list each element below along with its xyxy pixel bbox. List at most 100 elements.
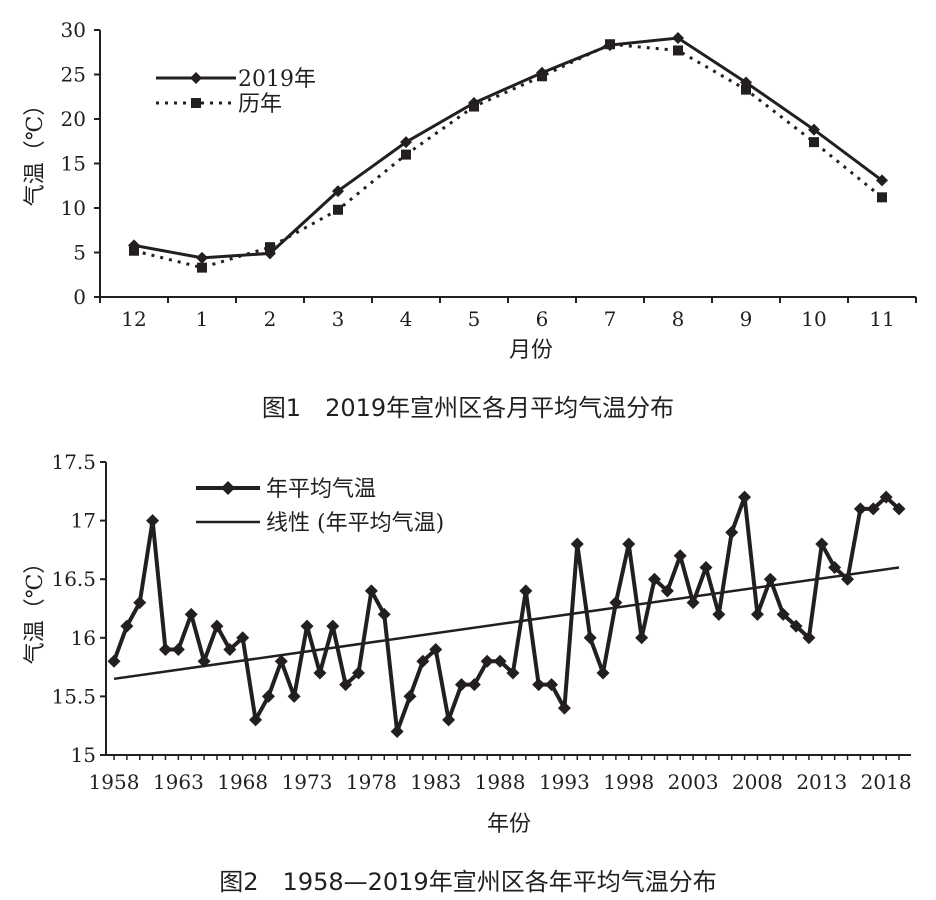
series-annual-point (647, 572, 661, 586)
series-annual-point (339, 678, 353, 692)
series-annual-point (287, 689, 301, 703)
chart1-x-tick-label: 4 (400, 307, 413, 331)
series-history-point (605, 39, 615, 50)
chart2-x-tick-label: 1968 (217, 770, 268, 794)
chart2-x-tick-label: 1998 (603, 770, 654, 794)
series-annual-point (519, 584, 533, 598)
chart1-x-ticks: 12 1 2 3 4 5 6 7 8 9 10 11 (99, 297, 917, 331)
chart2-x-tick-label: 1988 (475, 770, 526, 794)
chart2-x-tick-label: 1993 (539, 770, 590, 794)
series-history-point (129, 245, 139, 256)
series-history-point (537, 71, 547, 82)
series-history-point (265, 242, 275, 253)
series-annual-point (364, 584, 378, 598)
chart2-caption: 图2 1958—2019年宣州区各年平均气温分布 (219, 868, 716, 896)
chart1-x-axis-title: 月份 (509, 338, 553, 363)
series-history-point (741, 84, 751, 95)
series-annual-point (416, 654, 430, 668)
series-annual-point (738, 490, 752, 504)
chart1-legend: 2019年 历年 (156, 67, 316, 117)
chart2-x-tick-label: 2018 (861, 770, 912, 794)
series-annual-point (532, 678, 546, 692)
series-2019-point (332, 185, 344, 198)
series-annual-point (326, 619, 340, 633)
series-history-point (877, 192, 887, 203)
series-history-point (673, 45, 683, 56)
chart1-y-tick-label: 20 (61, 107, 86, 131)
series-annual-point (892, 502, 906, 516)
series-annual-point (725, 525, 739, 539)
chart1-x-tick-label: 1 (196, 307, 209, 331)
chart2-axes (105, 462, 911, 756)
chart1-x-tick-label: 9 (740, 307, 753, 331)
series-annual-point (583, 631, 597, 645)
legend-square-marker (191, 98, 201, 108)
series-annual-point (249, 713, 263, 727)
series-annual-point (635, 631, 649, 645)
chart2-x-tick-label: 1978 (346, 770, 397, 794)
chart2-y-axis-title: 气温（℃） (23, 552, 48, 665)
legend-annual-diamond-marker (221, 481, 235, 495)
series-annual-point (493, 654, 507, 668)
series-2019-point (196, 251, 208, 264)
series-annual-point (789, 619, 803, 633)
chart1-x-tick-label: 10 (801, 307, 826, 331)
series-2019-point (876, 174, 888, 187)
chart1-x-tick-label: 11 (869, 307, 894, 331)
chart1-x-tick-label: 5 (468, 307, 481, 331)
chart2-x-tick-label: 1983 (410, 770, 461, 794)
series-annual-point (841, 572, 855, 586)
series-annual-point (403, 689, 417, 703)
chart1-y-ticks: 0 5 10 15 20 25 30 (61, 18, 100, 309)
chart2-y-ticks: 15 15.5 16 16.5 17 17.5 (51, 450, 106, 767)
series-annual-point (171, 643, 185, 657)
chart1-y-tick-label: 15 (61, 152, 86, 176)
series-annual-point (442, 713, 456, 727)
series-annual-point (480, 654, 494, 668)
series-2019-point (672, 32, 684, 45)
chart1-y-tick-label: 25 (61, 63, 86, 87)
chart2-y-tick-label: 17 (71, 509, 96, 533)
series-annual-point (236, 631, 250, 645)
series-history-point (401, 149, 411, 160)
chart1-x-tick-label: 2 (264, 307, 277, 331)
chart1-caption: 图1 2019年宣州区各月平均气温分布 (262, 394, 674, 422)
series-annual-point (377, 607, 391, 621)
series-annual-point (300, 619, 314, 633)
chart2-x-tick-label: 2003 (668, 770, 719, 794)
series-annual-point (184, 607, 198, 621)
series-annual-point (828, 560, 842, 574)
series-history-point (469, 101, 479, 112)
series-annual-point (429, 643, 443, 657)
series-annual-point (107, 654, 121, 668)
chart1-y-tick-label: 30 (61, 18, 86, 42)
chart2-legend: 年平均气温 线性 (年平均气温) (196, 477, 444, 536)
series-annual-point (802, 631, 816, 645)
chart1-x-tick-label: 12 (121, 307, 146, 331)
series-annual-point (390, 725, 404, 739)
series-annual-point (866, 502, 880, 516)
series-annual-point (506, 666, 520, 680)
series-annual-point (699, 560, 713, 574)
series-annual-point (763, 572, 777, 586)
series-annual-point (454, 678, 468, 692)
series-annual-point (673, 549, 687, 563)
legend-annual-label: 年平均气温 (266, 477, 376, 502)
series-annual-point (686, 596, 700, 610)
series-annual-point (210, 619, 224, 633)
chart2-y-tick-label: 16.5 (51, 567, 96, 591)
chart1-x-tick-label: 3 (332, 307, 345, 331)
legend-2019-label: 2019年 (238, 67, 316, 92)
chart2-x-tick-label: 2013 (796, 770, 847, 794)
series-annual-point (776, 607, 790, 621)
series-annual-point (120, 619, 134, 633)
series-2019-point (400, 136, 412, 149)
series-annual-point (596, 666, 610, 680)
series-annual-point (712, 607, 726, 621)
series-annual-point (879, 490, 893, 504)
series-history-point (197, 262, 207, 273)
series-annual-point (352, 666, 366, 680)
